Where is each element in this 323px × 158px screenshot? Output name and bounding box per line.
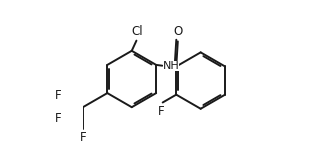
Text: O: O — [173, 25, 182, 38]
Text: Cl: Cl — [131, 25, 143, 38]
Text: NH: NH — [162, 61, 179, 71]
Text: F: F — [158, 105, 165, 118]
Text: F: F — [55, 89, 62, 102]
Text: F: F — [79, 131, 86, 144]
Text: F: F — [55, 112, 62, 125]
